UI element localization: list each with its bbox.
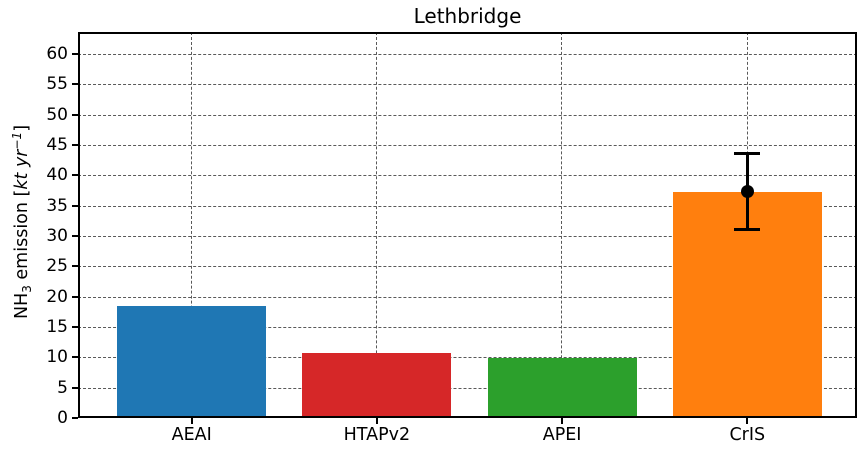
y-gridline — [78, 387, 857, 389]
x-tick-label: CrIS — [729, 425, 766, 445]
y-tick-label: 45 — [46, 134, 68, 155]
y-tick-mark — [72, 113, 78, 116]
y-tick-mark — [72, 265, 78, 268]
error-bar-cap-bottom — [734, 228, 761, 232]
y-gridline — [78, 357, 857, 359]
x-tick-mark — [561, 418, 564, 424]
error-bar-marker — [740, 185, 754, 199]
y-tick-mark — [72, 386, 78, 389]
y-gridline — [78, 326, 857, 328]
error-bar-cap-top — [734, 151, 761, 155]
y-tick-label: 25 — [46, 256, 68, 277]
y-gridline — [78, 296, 857, 298]
y-tick-label: 35 — [46, 195, 68, 216]
y-tick-mark — [72, 174, 78, 177]
x-tick-label: AEAI — [171, 425, 212, 445]
y-axis-label-part: ] — [12, 124, 32, 132]
y-tick-mark — [72, 417, 78, 419]
y-tick-label: 60 — [46, 43, 68, 64]
y-tick-label: 15 — [46, 316, 68, 337]
y-tick-mark — [72, 325, 78, 328]
plot-area — [78, 32, 857, 418]
y-tick-label: 20 — [46, 286, 68, 307]
bar-AEAI — [117, 306, 267, 418]
y-tick-mark — [72, 52, 78, 55]
y-tick-mark — [72, 356, 78, 359]
x-gridline — [191, 32, 192, 418]
x-gridline — [561, 32, 563, 418]
y-tick-mark — [72, 83, 78, 86]
y-tick-label: 55 — [46, 74, 68, 95]
y-gridline — [78, 266, 857, 268]
bar-APEI — [487, 357, 637, 418]
x-tick-mark — [746, 418, 749, 424]
y-tick-label: 0 — [57, 408, 68, 428]
y-gridline — [78, 175, 857, 177]
chart-title: Lethbridge — [413, 4, 522, 28]
x-tick-label: APEI — [542, 425, 582, 445]
bar-HTAPv2 — [302, 353, 452, 418]
x-tick-mark — [190, 418, 193, 424]
y-tick-label: 5 — [57, 377, 68, 398]
y-tick-mark — [72, 234, 78, 237]
y-gridline — [78, 144, 857, 146]
y-gridline — [78, 114, 857, 116]
y-gridline — [78, 53, 857, 55]
y-tick-label: 10 — [46, 347, 68, 368]
y-gridline — [78, 235, 857, 237]
y-tick-mark — [72, 143, 78, 146]
x-tick-label: HTAPv2 — [343, 425, 411, 445]
y-tick-mark — [72, 204, 78, 207]
x-tick-mark — [375, 418, 378, 424]
y-tick-label: 30 — [46, 225, 68, 246]
y-tick-label: 50 — [46, 104, 68, 125]
y-gridline — [78, 84, 857, 86]
y-tick-mark — [72, 295, 78, 298]
x-gridline — [376, 32, 378, 418]
y-tick-label: 40 — [46, 165, 68, 186]
y-gridline — [78, 205, 857, 207]
